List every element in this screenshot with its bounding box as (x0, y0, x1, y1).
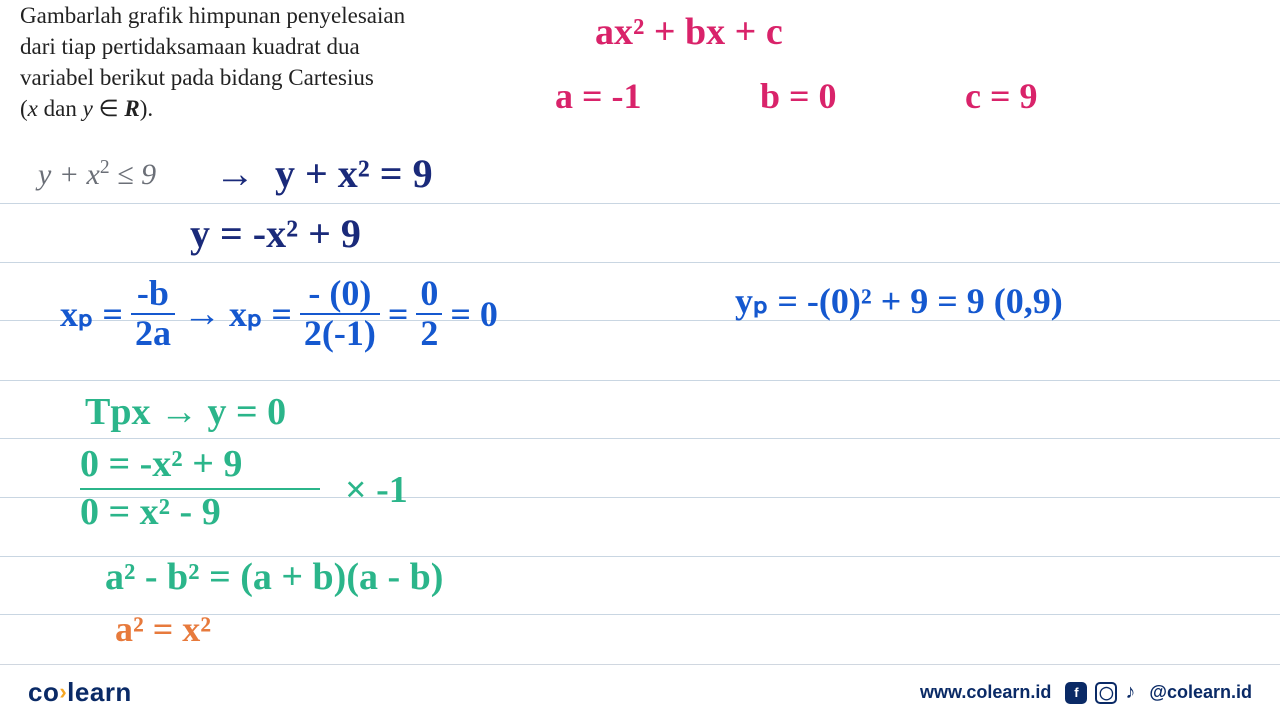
green-eqs: 0 = -x² + 9 0 = x² - 9 (80, 442, 320, 534)
diff-squares: a² - b² = (a + b)(a - b) (105, 555, 443, 599)
ineq-lhs: y + x (38, 158, 100, 191)
problem-line1: Gambarlah grafik himpunan penyelesaian (20, 3, 405, 28)
paren-close: ). (140, 96, 153, 121)
red-general-form: ax² + bx + c (595, 10, 783, 54)
orange-a2: a² = x² (115, 608, 211, 650)
brand-logo: co›learn (28, 677, 132, 708)
frac-0-2neg1: - (0) 2(-1) (300, 275, 380, 353)
xp2-label: xₚ = (229, 293, 292, 335)
ineq-sup: 2 (100, 157, 110, 178)
frac-den-1: 2a (131, 315, 175, 353)
arrow-2: → (183, 292, 221, 336)
footer: co›learn www.colearn.id f ◯ ♪ @colearn.i… (0, 664, 1280, 720)
eq-yx2-9: y + x² = 9 (275, 150, 433, 197)
instagram-icon: ◯ (1095, 682, 1117, 704)
eq-y-neg-x2-9: y = -x² + 9 (190, 210, 361, 257)
word-dan: dan (38, 96, 83, 121)
ineq-op: ≤ 9 (110, 158, 156, 191)
problem-line4: (x dan y ∈ R). (20, 96, 153, 121)
printed-inequality: y + x2 ≤ 9 (38, 157, 156, 192)
frac-0-2: 0 2 (416, 275, 442, 353)
frac-num-2: - (0) (300, 275, 380, 315)
red-b-value: b = 0 (760, 75, 837, 117)
frac-num-3: 0 (416, 275, 442, 315)
set-R: R (124, 96, 139, 121)
var-x: x (28, 96, 38, 121)
xp-label: xₚ = (60, 293, 123, 335)
brand-left: co (28, 677, 59, 707)
problem-line3: variabel berikut pada bidang Cartesius (20, 65, 374, 90)
eq-sign-1: = (388, 293, 409, 335)
problem-line2: dari tiap pertidaksamaan kuadrat dua (20, 34, 360, 59)
frac-den-2: 2(-1) (300, 315, 380, 353)
footer-url: www.colearn.id (920, 682, 1051, 703)
social-icons: f ◯ ♪ (1065, 681, 1135, 704)
facebook-icon: f (1065, 682, 1087, 704)
yp-calc: yₚ = -(0)² + 9 = 9 (0,9) (735, 280, 1063, 322)
footer-right: www.colearn.id f ◯ ♪ @colearn.id (920, 681, 1252, 704)
red-a-value: a = -1 (555, 75, 642, 117)
elem-of: ∈ (93, 96, 125, 121)
tiktok-icon: ♪ (1125, 681, 1135, 704)
frac-num-1: -b (131, 275, 175, 315)
footer-handle: @colearn.id (1149, 682, 1252, 703)
green-eq1: 0 = -x² + 9 (80, 442, 320, 490)
brand-right: learn (67, 677, 132, 707)
eq-zero: = 0 (450, 293, 498, 335)
green-eq2: 0 = x² - 9 (80, 491, 221, 533)
var-y: y (83, 96, 93, 121)
frac-den-3: 2 (416, 315, 442, 353)
brand-dot: › (59, 679, 67, 704)
paren-open: ( (20, 96, 28, 121)
arrow-1: → (215, 150, 255, 197)
problem-text: Gambarlah grafik himpunan penyelesaian d… (20, 0, 490, 124)
red-c-value: c = 9 (965, 75, 1038, 117)
frac-b-2a: -b 2a (131, 275, 175, 353)
vertex-calc: xₚ = -b 2a → xₚ = - (0) 2(-1) = 0 2 = 0 (60, 275, 498, 353)
tpx-line: Tpx → y = 0 (85, 390, 286, 434)
mult-neg1: × -1 (345, 468, 408, 512)
